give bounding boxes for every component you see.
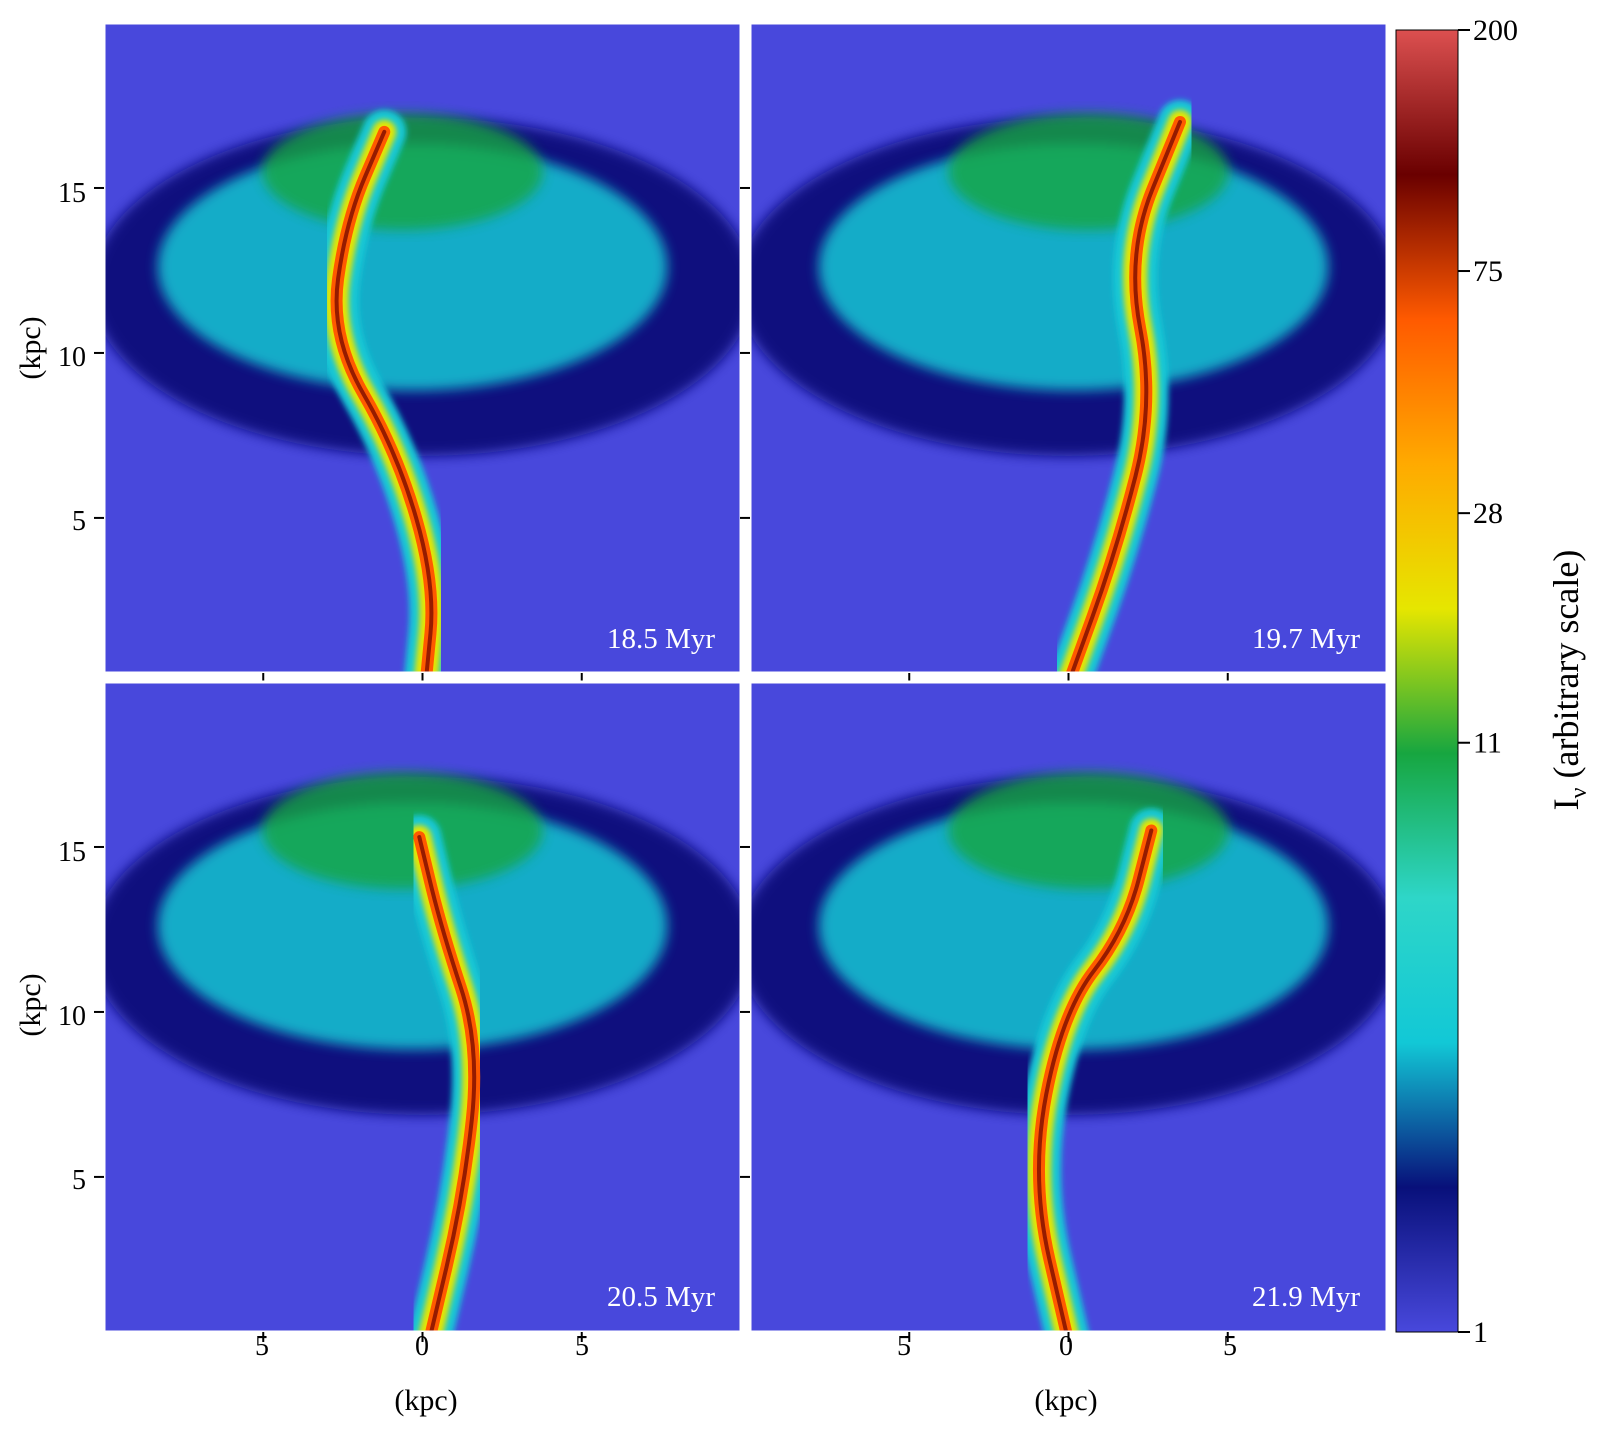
jet-spine: [1036, 828, 1154, 1332]
x-tick-label-left-neg5: 5: [255, 1331, 269, 1362]
colorbar-tick-label-4: 1: [1473, 1316, 1488, 1349]
colorbar-label-main: I: [1546, 798, 1586, 810]
y-tick-label-top-15: 15: [58, 178, 86, 209]
panel-bottom-left: [94, 680, 743, 1342]
x-tick-label-right-5: 5: [1223, 1331, 1237, 1362]
panel-bottom-right: [740, 680, 1389, 1342]
colorbar-tick-label-1: 75: [1473, 255, 1503, 288]
y-tick-label-bottom-5: 5: [72, 1165, 86, 1196]
cocoon-inner: [157, 802, 668, 1050]
cocoon-core: [948, 771, 1229, 889]
y-tick-label-top-10: 10: [58, 342, 86, 373]
y-axis-label-top: (kpc): [14, 316, 47, 379]
time-label-panel-3: 20.5 Myr: [607, 1281, 715, 1313]
jet-spine: [334, 129, 434, 673]
y-axis-label-bottom: (kpc): [14, 973, 47, 1036]
y-tick-label-top-5: 5: [72, 506, 86, 537]
time-label-panel-2: 19.7 Myr: [1252, 623, 1360, 655]
time-label-panel-4: 21.9 Myr: [1252, 1281, 1360, 1313]
colorbar-label-sub: ν: [1566, 787, 1592, 798]
y-tick-label-bottom-15: 15: [58, 837, 86, 868]
colorbar-tick-label-2: 28: [1473, 497, 1503, 530]
colorbar-tick-label-0: 200: [1473, 14, 1518, 47]
colorbar-tick-label-3: 11: [1473, 727, 1502, 760]
jet-spine: [1069, 119, 1182, 673]
x-tick-label-left-5: 5: [575, 1331, 589, 1362]
x-tick-label-right-0: 0: [1059, 1331, 1073, 1362]
cocoon-inner: [157, 143, 668, 391]
panel-top-left: [94, 21, 743, 683]
x-tick-label-right-neg5: 5: [897, 1331, 911, 1362]
y-tick-label-bottom-10: 10: [58, 1001, 86, 1032]
x-tick-label-left-0: 0: [415, 1331, 429, 1362]
cocoon-core: [262, 112, 543, 230]
x-axis-label-left: (kpc): [394, 1384, 457, 1417]
time-label-panel-1: 18.5 Myr: [607, 623, 715, 655]
colorbar: [1395, 29, 1459, 1333]
panel-top-right: [740, 21, 1389, 683]
colorbar-label: Iν (arbitrary scale): [1546, 550, 1592, 811]
jet-spine: [417, 835, 477, 1332]
colorbar-label-rest: (arbitrary scale): [1546, 550, 1586, 788]
x-axis-label-right: (kpc): [1034, 1384, 1097, 1417]
